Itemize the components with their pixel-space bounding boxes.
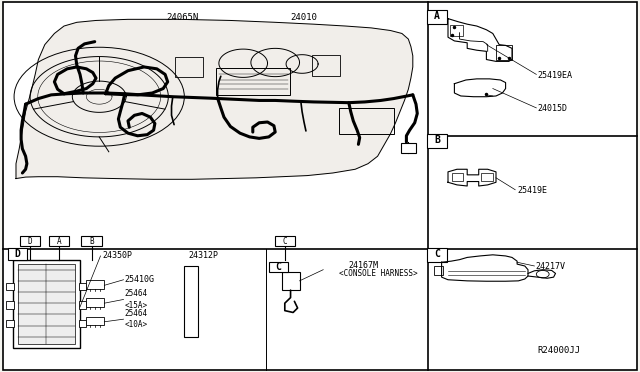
Bar	[269, 262, 288, 272]
Bar	[13, 260, 80, 348]
Text: R24000JJ: R24000JJ	[538, 346, 580, 355]
Polygon shape	[16, 19, 413, 179]
Bar	[452, 173, 463, 181]
Bar	[86, 317, 104, 325]
Text: 24015D: 24015D	[538, 104, 568, 113]
Text: B: B	[434, 135, 440, 145]
Bar	[6, 320, 14, 327]
Bar	[312, 55, 340, 76]
Bar	[18, 264, 75, 344]
Text: 24350P: 24350P	[102, 251, 132, 260]
Text: 25419E: 25419E	[517, 186, 547, 195]
Bar	[427, 10, 447, 24]
Bar	[427, 134, 447, 148]
Bar	[339, 108, 394, 134]
Bar	[20, 236, 40, 246]
Bar	[216, 68, 290, 95]
Bar	[434, 266, 443, 275]
Bar	[6, 301, 14, 309]
Bar	[86, 280, 104, 289]
Text: D: D	[28, 237, 33, 246]
Text: A: A	[56, 237, 61, 246]
Bar	[496, 45, 512, 60]
Bar	[49, 236, 69, 246]
Text: 24167M: 24167M	[349, 262, 379, 270]
Bar	[450, 25, 463, 36]
Bar	[81, 236, 102, 246]
Bar	[79, 320, 86, 327]
Text: C: C	[275, 262, 282, 272]
Bar	[6, 283, 14, 290]
Text: 24217V: 24217V	[536, 262, 566, 271]
Bar	[427, 248, 447, 262]
Text: A: A	[434, 12, 440, 21]
Bar	[8, 248, 27, 260]
Bar	[175, 57, 203, 77]
Text: 24065N: 24065N	[166, 13, 198, 22]
Text: 24010: 24010	[291, 13, 317, 22]
Text: B: B	[89, 237, 94, 246]
Bar	[79, 301, 86, 309]
Text: <CONSOLE HARNESS>: <CONSOLE HARNESS>	[339, 269, 418, 278]
Text: 25410G: 25410G	[125, 275, 155, 284]
Text: 24312P: 24312P	[189, 251, 219, 260]
Bar	[79, 283, 86, 290]
Bar	[184, 266, 198, 337]
Text: 25464
<15A>: 25464 <15A>	[125, 289, 148, 310]
Bar	[401, 143, 416, 153]
Bar	[481, 173, 493, 181]
Text: 25419EA: 25419EA	[538, 71, 573, 80]
Text: C: C	[434, 250, 440, 259]
Bar	[86, 298, 104, 307]
Bar	[282, 272, 300, 290]
Bar	[275, 236, 295, 246]
Text: D: D	[14, 249, 20, 259]
Text: C: C	[282, 237, 287, 246]
Text: 25464
<10A>: 25464 <10A>	[125, 309, 148, 329]
